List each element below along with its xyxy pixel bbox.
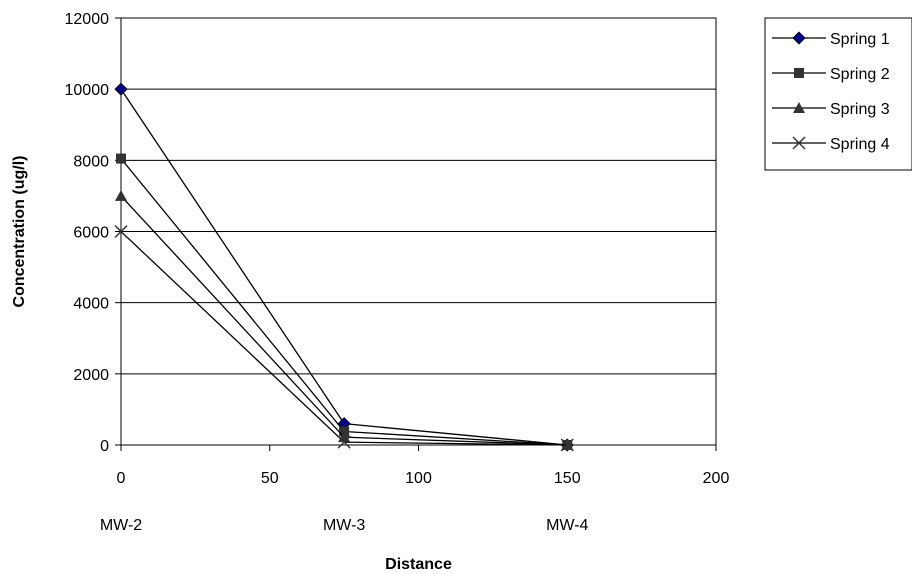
legend-spring-3-label: Spring 3 (830, 101, 890, 118)
legend-spring-4: Spring 4 (772, 136, 890, 153)
legend-spring-3-marker (793, 102, 805, 113)
legend-spring-2: Spring 2 (772, 66, 890, 83)
x-tick-label: 200 (703, 470, 730, 487)
legend: Spring 1 Spring 2 Spring 3 Spring 4 (764, 17, 912, 171)
legend-spring-3: Spring 3 (772, 101, 890, 118)
gridlines (121, 88, 716, 375)
series-spring-2 (116, 153, 573, 450)
x-axis-title: Distance (385, 556, 452, 573)
y-tick-label: 4000 (73, 296, 109, 313)
y-tick-label: 12000 (65, 11, 110, 28)
series-spring-4-point (560, 438, 574, 452)
series-spring-3-line (120, 195, 568, 446)
x-axis-ticks: 0 50 100 150 200 (117, 445, 730, 487)
series-spring-4-point (337, 435, 351, 449)
series-spring-4 (114, 224, 574, 452)
x-tick-label: 100 (405, 470, 432, 487)
series-spring-1 (114, 82, 574, 452)
well-label: MW-3 (323, 517, 365, 534)
legend-spring-1-label: Spring 1 (830, 31, 890, 48)
series-spring-1-line (120, 88, 568, 446)
well-label: MW-2 (100, 517, 142, 534)
x-marker-stroke (337, 435, 351, 449)
series-spring-1-point (114, 82, 128, 96)
series-spring-4-line (120, 231, 568, 446)
well-label: MW-4 (546, 517, 588, 534)
y-axis-ticks: 0 2000 4000 6000 8000 10000 12000 (65, 11, 121, 455)
legend-spring-1: Spring 1 (772, 31, 890, 48)
x-tick-label: 0 (117, 470, 126, 487)
legend-spring-4-marker (792, 136, 806, 150)
y-tick-label: 8000 (73, 153, 109, 170)
x-marker-stroke (792, 136, 806, 150)
y-axis-title: Concentration (ug/l) (11, 156, 28, 308)
x-marker-stroke (114, 224, 128, 239)
y-tick-label: 0 (100, 438, 109, 455)
series-spring-2-line (120, 158, 568, 446)
x-tick-label: 150 (554, 470, 581, 487)
x-tick-label: 50 (261, 470, 279, 487)
series-spring-3 (115, 189, 574, 450)
y-tick-label: 10000 (65, 82, 110, 99)
well-labels: MW-2 MW-3 MW-4 (100, 517, 589, 534)
series-lines (114, 82, 574, 452)
series-spring-4-point (114, 224, 128, 239)
legend-spring-1-marker (792, 31, 806, 45)
series-spring-3-point (115, 189, 127, 201)
legend-spring-2-label: Spring 2 (830, 66, 890, 83)
legend-spring-4-label: Spring 4 (830, 136, 890, 153)
legend-spring-2-marker (794, 68, 804, 78)
legend-box (764, 17, 912, 171)
series-spring-2-point (116, 153, 126, 164)
y-tick-label: 2000 (73, 367, 109, 384)
x-marker-stroke (560, 438, 574, 452)
y-tick-label: 6000 (73, 225, 109, 242)
